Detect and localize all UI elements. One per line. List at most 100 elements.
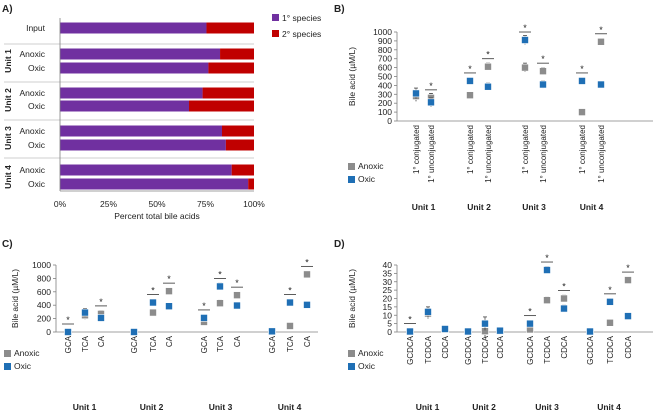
- point-oxic-5: [539, 80, 547, 89]
- point-oxic-2: [97, 314, 105, 322]
- row-label: Anoxic: [19, 165, 45, 175]
- significance-star: *: [562, 282, 566, 292]
- point-oxic-7: [543, 266, 551, 274]
- point-oxic-9: [268, 327, 276, 336]
- point-oxic-4: [521, 36, 529, 44]
- point-oxic-3: [130, 328, 138, 336]
- y-tick-label: 300: [378, 89, 392, 99]
- row-label: Oxic: [28, 140, 46, 150]
- point-oxic-11: [303, 301, 311, 309]
- significance-star: *: [235, 278, 239, 288]
- bar-secondary-8: [248, 178, 254, 190]
- point-oxic-10: [606, 298, 614, 306]
- significance-star: *: [99, 297, 103, 307]
- bar-primary-7: [60, 164, 232, 176]
- significance-star: *: [599, 25, 603, 35]
- x-tick-label: 0%: [54, 199, 67, 209]
- significance-star: *: [202, 301, 206, 311]
- legend-label: Anoxic: [358, 348, 384, 358]
- point-oxic-8: [233, 301, 241, 310]
- y-tick-label: 0: [46, 327, 51, 337]
- legend-label: Oxic: [358, 361, 376, 371]
- legend-swatch-oxic: [4, 363, 11, 370]
- row-label: Oxic: [28, 63, 46, 73]
- category-tick-label: 1° conjugated: [521, 125, 530, 174]
- point-oxic-0: [64, 328, 72, 336]
- unit-label: Unit 1: [412, 202, 436, 212]
- point-anoxic-8: [233, 291, 241, 299]
- unit-group-label: Unit 4: [3, 165, 13, 189]
- y-tick-label: 0: [387, 116, 392, 126]
- point-oxic-3: [484, 82, 492, 91]
- category-tick-label: GCDCA: [464, 335, 473, 365]
- point-anoxic-7: [597, 37, 605, 46]
- y-tick-label: 25: [383, 285, 393, 295]
- y-tick-label: 1000: [373, 27, 392, 37]
- point-oxic-6: [578, 77, 586, 85]
- point-anoxic-5: [539, 67, 547, 75]
- bar-secondary-7: [231, 164, 254, 176]
- bar-secondary-2: [208, 62, 254, 74]
- point-oxic-1: [81, 308, 89, 317]
- point-anoxic-10: [286, 322, 294, 330]
- legend-swatch-oxic: [348, 363, 355, 370]
- bar-primary-1: [60, 48, 221, 60]
- unit-group-label: Unit 2: [3, 88, 13, 112]
- category-tick-label: GCA: [130, 335, 139, 353]
- point-oxic-9: [586, 327, 594, 336]
- significance-star: *: [528, 307, 532, 317]
- y-tick-label: 500: [378, 72, 392, 82]
- point-oxic-6: [200, 314, 208, 322]
- bar-primary-8: [60, 178, 249, 190]
- point-anoxic-3: [484, 62, 492, 71]
- y-tick-label: 800: [378, 45, 392, 55]
- category-tick-label: CA: [97, 335, 106, 347]
- bar-secondary-4: [189, 100, 254, 112]
- y-tick-label: 10: [383, 310, 393, 320]
- point-oxic-1: [427, 98, 435, 107]
- row-label: Anoxic: [19, 88, 45, 98]
- unit-label: Unit 2: [467, 202, 491, 212]
- unit-label: Unit 3: [535, 402, 559, 412]
- category-tick-label: 1° conjugated: [578, 125, 587, 174]
- category-tick-label: TCDCA: [481, 335, 490, 363]
- category-tick-label: TCA: [81, 335, 90, 352]
- y-tick-label: 400: [37, 300, 51, 310]
- legend-swatch-anoxic: [348, 350, 355, 357]
- y-tick-label: 40: [383, 260, 393, 270]
- point-oxic-0: [412, 89, 420, 98]
- point-oxic-10: [286, 298, 294, 307]
- panel-c: C) 0 200 400 600 800 1000 Bile acid (µM/L) GCA TC…: [2, 239, 318, 412]
- unit-label: Unit 4: [278, 402, 302, 412]
- row-label: Input: [26, 23, 46, 33]
- y-tick-label: 400: [378, 80, 392, 90]
- category-tick-label: GCDCA: [406, 335, 415, 365]
- significance-star: *: [608, 285, 612, 295]
- bar-primary-3: [60, 87, 203, 99]
- significance-star: *: [580, 64, 584, 74]
- legend-swatch-anoxic: [348, 163, 355, 170]
- category-tick-label: GCA: [268, 335, 277, 353]
- point-oxic-4: [149, 298, 157, 307]
- y-tick-label: 30: [383, 277, 393, 287]
- legend-label: Oxic: [358, 174, 376, 184]
- point-anoxic-4: [149, 308, 157, 317]
- row-label: Oxic: [28, 179, 46, 189]
- legend-swatch-primary: [272, 14, 279, 21]
- point-oxic-8: [560, 304, 568, 313]
- panel-a: A) Input Anoxic Oxic Anoxic Oxic Anoxic Oxic Ano…: [2, 4, 321, 221]
- category-tick-label: CA: [165, 335, 174, 347]
- category-tick-label: 1° conjugated: [412, 125, 421, 174]
- significance-star: *: [523, 23, 527, 33]
- category-tick-label: TCDCA: [424, 335, 433, 363]
- category-tick-label: 1° unconjugated: [427, 125, 436, 183]
- category-tick-label: TCDCA: [606, 335, 615, 363]
- category-tick-label: CDCA: [496, 335, 505, 358]
- point-oxic-3: [464, 327, 472, 336]
- category-tick-label: CDCA: [624, 335, 633, 358]
- significance-star: *: [468, 64, 472, 74]
- bar-secondary-6: [225, 139, 254, 151]
- x-tick-label: 25%: [100, 199, 117, 209]
